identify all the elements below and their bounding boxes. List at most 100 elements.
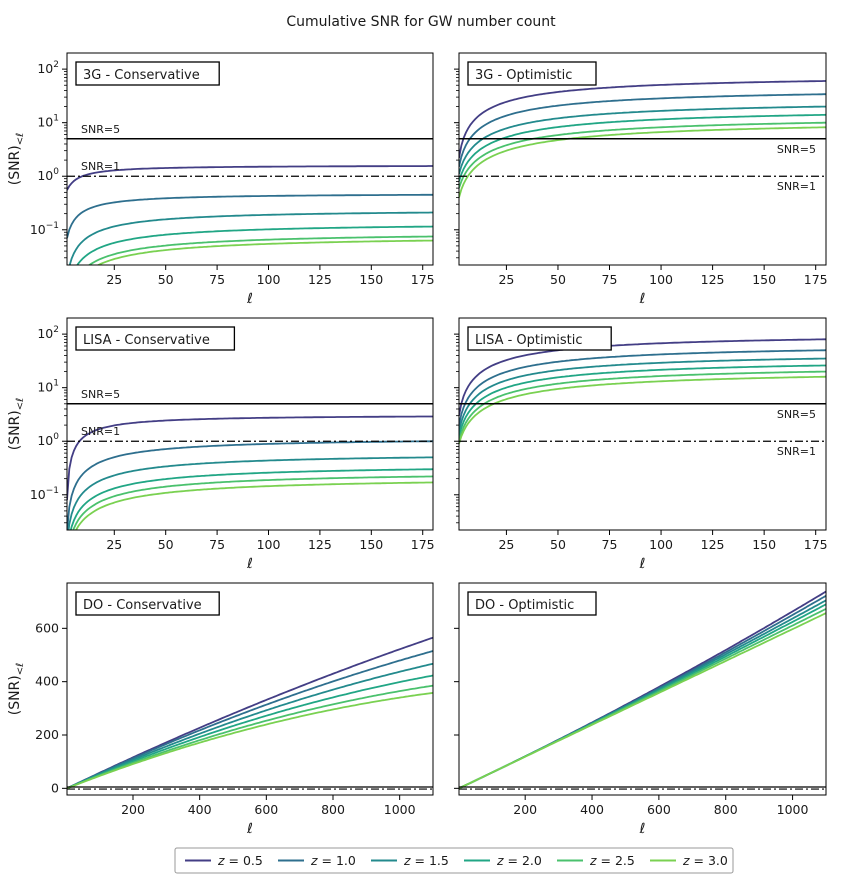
x-axis-label: ℓ [246,291,253,307]
x-tick-label: 150 [359,272,383,287]
x-tick-label: 175 [411,272,435,287]
legend-value: = 1.0 [318,853,356,868]
panel-title-box [75,61,220,86]
x-tick-label: 400 [188,802,212,817]
series-line-z2-0 [459,113,826,182]
series-line-z2-0 [76,225,433,265]
snr5-label: SNR=5 [777,143,816,156]
x-axis-label: ℓ [639,821,646,837]
series-line-z2-0 [67,674,433,790]
axes-frame [66,582,434,796]
snr1-label: SNR=1 [81,160,120,173]
panel-5: 200 400 600 800 1000 ℓ 0 200 400 600 (SNR)<ℓ DO - C… [7,582,434,837]
y-tick-exponent: 2 [53,60,59,70]
y-tick-exponent: 0 [53,432,59,442]
legend-entry-label: z = 3.0 [682,853,728,868]
panel-title: 3G - Conservative [83,68,200,83]
x-tick-label: 50 [550,537,566,552]
axes-frame [66,52,434,266]
series-line-z1-0 [67,193,433,239]
y-tick-exponent: 1 [53,379,59,389]
y-axis-label-main: (SNR) [7,410,23,450]
y-tick-base: 10 [30,222,46,237]
legend-entry-label: z = 2.0 [496,853,542,868]
series-line-z2-5 [67,684,433,790]
y-axis-label: (SNR)<ℓ [7,663,26,716]
series-line-z1-0 [459,349,826,426]
legend-value: = 2.5 [597,853,635,868]
y-axis-label-main: (SNR) [7,145,23,185]
legend-entry-label: z = 1.5 [403,853,449,868]
y-tick-exponent: 1 [53,114,59,124]
series-line-z0-5 [67,415,433,501]
series-line-z1-5 [459,357,826,433]
legend-value: = 3.0 [690,853,728,868]
x-tick-label: 175 [804,537,828,552]
axes-frame [458,317,827,531]
snr5-label: SNR=5 [81,123,120,136]
x-tick-label: 75 [209,537,225,552]
legend-value: = 1.5 [411,853,449,868]
x-tick-label: 75 [209,272,225,287]
y-tick-label: 100 [37,167,59,183]
x-tick-label: 125 [308,537,332,552]
snr5-label: SNR=5 [81,388,120,401]
legend-frame [174,847,734,874]
series-line-z3-0 [459,375,826,444]
x-tick-label: 600 [254,802,278,817]
x-tick-label: 25 [106,272,122,287]
x-tick-label: 600 [647,802,671,817]
series-line-z2-5 [87,235,433,265]
x-tick-label: 100 [649,272,673,287]
x-tick-label: 200 [513,802,537,817]
x-tick-label: 125 [308,272,332,287]
series-line-z1-5 [459,105,826,175]
y-axis-label-main: (SNR) [7,675,23,715]
x-axis-label: ℓ [246,556,253,572]
y-tick-label: 10−1 [30,486,59,502]
legend-symbol: z [589,853,597,868]
x-tick-label: 25 [498,272,514,287]
x-tick-label: 125 [701,272,725,287]
legend-symbol: z [496,853,504,868]
y-tick-base: 10 [37,433,53,448]
x-tick-label: 75 [602,272,618,287]
snr5-label: SNR=5 [777,408,816,421]
series-line-z0-5 [459,80,826,159]
x-tick-label: 400 [580,802,604,817]
series-line-z3-0 [67,692,433,790]
x-tick-label: 25 [106,537,122,552]
x-axis-label: ℓ [639,556,646,572]
x-tick-label: 1000 [777,802,809,817]
panel-title: DO - Optimistic [475,598,574,613]
y-axis-label: (SNR)<ℓ [7,133,26,186]
panel-title-box [75,326,236,351]
x-tick-label: 100 [257,272,281,287]
series-line-z0-5 [459,338,826,416]
curves-group [67,415,433,530]
panel-title-box [467,591,597,616]
x-tick-label: 175 [804,272,828,287]
y-axis-label-sub: <ℓ [15,133,26,146]
x-tick-label: 100 [257,537,281,552]
panel-title: DO - Conservative [83,598,202,613]
curves-group [459,338,826,444]
curves-group [459,80,826,198]
panel-title-box [467,61,597,86]
axes-frame [66,317,434,531]
y-tick-label: 10−1 [30,221,59,237]
series-line-z3-0 [96,239,433,265]
panel-title-box [467,326,612,351]
x-tick-label: 175 [411,537,435,552]
y-tick-base: 10 [37,115,53,130]
y-tick-label: 100 [37,432,59,448]
y-tick-label: 102 [37,60,59,76]
series-line-z3-0 [459,126,826,198]
x-tick-label: 50 [158,537,174,552]
y-tick-label: 101 [37,114,59,130]
y-tick-base: 10 [30,487,46,502]
snr1-label: SNR=1 [81,425,120,438]
series-line-z1-5 [68,211,433,265]
